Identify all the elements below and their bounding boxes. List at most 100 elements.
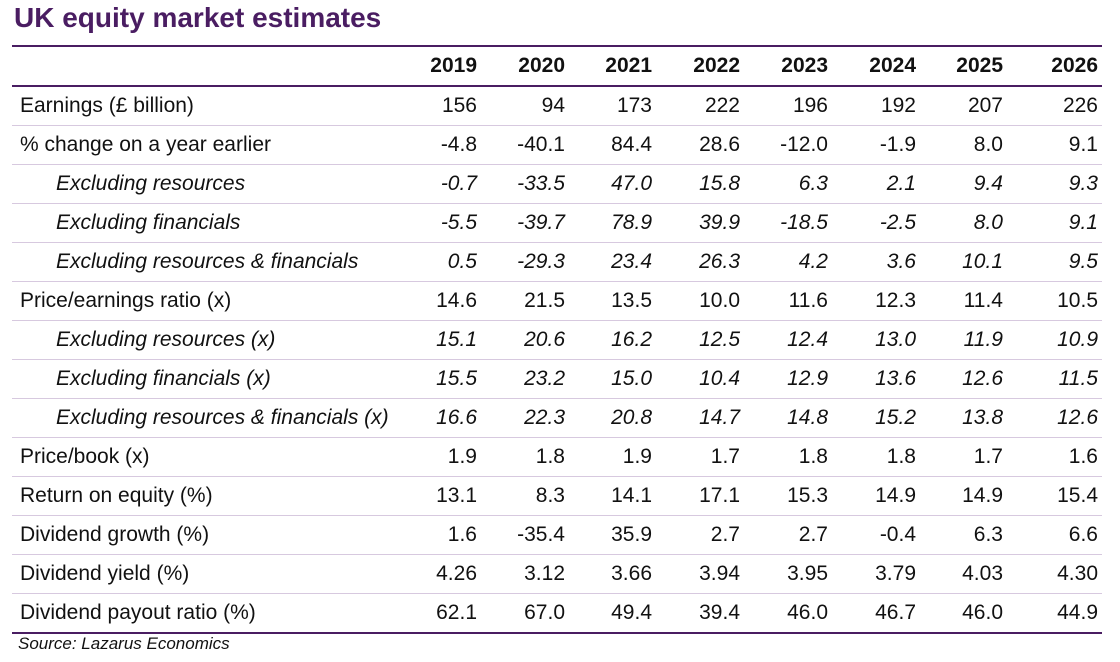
table-cell: 9.1 <box>1007 203 1102 243</box>
table-cell: 39.9 <box>656 203 744 243</box>
table-cell: 1.9 <box>397 437 481 477</box>
table-row: Earnings (£ billion) 156 94 173 222 196 192 207… <box>12 86 1102 126</box>
table-row: Return on equity (%) 13.1 8.3 14.1 17.1 15.3 1… <box>12 476 1102 516</box>
table-cell: 173 <box>569 86 656 126</box>
table-cell: 84.4 <box>569 125 656 165</box>
table-row: Excluding resources & financials (x) 16.6… <box>12 398 1102 438</box>
estimates-table: 2019 2020 2021 2022 2023 2024 2025 2026 … <box>12 47 1102 634</box>
header-row: 2019 2020 2021 2022 2023 2024 2025 2026 <box>12 47 1102 87</box>
row-label: Dividend growth (%) <box>12 515 397 555</box>
row-label: Return on equity (%) <box>12 476 397 516</box>
table-cell: 0.5 <box>397 242 481 282</box>
year-header: 2023 <box>744 47 832 87</box>
table-cell: 11.4 <box>920 281 1007 321</box>
table-cell: 1.8 <box>744 437 832 477</box>
table-cell: 17.1 <box>656 476 744 516</box>
table-cell: 49.4 <box>569 593 656 634</box>
table-cell: 4.2 <box>744 242 832 282</box>
table-cell: 22.3 <box>481 398 569 438</box>
table-cell: 21.5 <box>481 281 569 321</box>
table-row: Excluding financials (x) 15.5 23.2 15.0 10.4… <box>12 359 1102 399</box>
table-cell: 14.9 <box>920 476 1007 516</box>
table-cell: 3.79 <box>832 554 920 594</box>
table-cell: 46.7 <box>832 593 920 634</box>
table-cell: 1.7 <box>656 437 744 477</box>
table-cell: 11.6 <box>744 281 832 321</box>
table-cell: 46.0 <box>920 593 1007 634</box>
table-cell: 192 <box>832 86 920 126</box>
table-cell: 62.1 <box>397 593 481 634</box>
table-cell: 35.9 <box>569 515 656 555</box>
table-cell: -1.9 <box>832 125 920 165</box>
table-cell: 12.6 <box>920 359 1007 399</box>
table-cell: 20.6 <box>481 320 569 360</box>
table-cell: 14.8 <box>744 398 832 438</box>
table-cell: 12.9 <box>744 359 832 399</box>
table-cell: 13.6 <box>832 359 920 399</box>
header-corner <box>12 47 397 87</box>
table-cell: 78.9 <box>569 203 656 243</box>
row-label: Earnings (£ billion) <box>12 86 397 126</box>
table-cell: 44.9 <box>1007 593 1102 634</box>
table-cell: 47.0 <box>569 164 656 204</box>
table-row: Excluding resources (x) 15.1 20.6 16.2 12.5 1… <box>12 320 1102 360</box>
row-label: Excluding resources & financials <box>12 242 397 282</box>
table-cell: 14.7 <box>656 398 744 438</box>
table-row: Dividend growth (%) 1.6 -35.4 35.9 2.7 2.7 -0.… <box>12 515 1102 555</box>
table-cell: 2.7 <box>656 515 744 555</box>
table-body: Earnings (£ billion) 156 94 173 222 196 192 207… <box>12 86 1102 634</box>
table-cell: 4.03 <box>920 554 1007 594</box>
row-label: Excluding resources <box>12 164 397 204</box>
table-cell: 4.30 <box>1007 554 1102 594</box>
table-cell: 12.4 <box>744 320 832 360</box>
year-header: 2025 <box>920 47 1007 87</box>
table-cell: 6.6 <box>1007 515 1102 555</box>
table-cell: -2.5 <box>832 203 920 243</box>
table-cell: 10.0 <box>656 281 744 321</box>
table-cell: 2.1 <box>832 164 920 204</box>
table-cell: 10.9 <box>1007 320 1102 360</box>
year-header: 2026 <box>1007 47 1102 87</box>
table-cell: 6.3 <box>744 164 832 204</box>
table-cell: 1.6 <box>1007 437 1102 477</box>
year-header: 2021 <box>569 47 656 87</box>
table-cell: 226 <box>1007 86 1102 126</box>
table-cell: 23.2 <box>481 359 569 399</box>
row-label: Price/book (x) <box>12 437 397 477</box>
table-row: Dividend payout ratio (%) 62.1 67.0 49.4 39.… <box>12 593 1102 634</box>
table-cell: 13.1 <box>397 476 481 516</box>
table-cell: 46.0 <box>744 593 832 634</box>
row-label: Dividend yield (%) <box>12 554 397 594</box>
row-label: Excluding financials (x) <box>12 359 397 399</box>
table-cell: 8.0 <box>920 203 1007 243</box>
table-cell: 14.9 <box>832 476 920 516</box>
table-cell: 1.6 <box>397 515 481 555</box>
table-cell: 67.0 <box>481 593 569 634</box>
row-label: % change on a year earlier <box>12 125 397 165</box>
table-cell: 11.5 <box>1007 359 1102 399</box>
table-cell: -5.5 <box>397 203 481 243</box>
table-cell: -33.5 <box>481 164 569 204</box>
table-cell: 94 <box>481 86 569 126</box>
table-cell: 1.8 <box>832 437 920 477</box>
table-cell: 13.0 <box>832 320 920 360</box>
table-row: Price/book (x) 1.9 1.8 1.9 1.7 1.8 1.8 1.7 1.6 <box>12 437 1102 477</box>
table-row: Price/earnings ratio (x) 14.6 21.5 13.5 10.0… <box>12 281 1102 321</box>
table-cell: 15.8 <box>656 164 744 204</box>
table-cell: 9.5 <box>1007 242 1102 282</box>
table-cell: -12.0 <box>744 125 832 165</box>
table-cell: 12.6 <box>1007 398 1102 438</box>
table-cell: -0.7 <box>397 164 481 204</box>
table-cell: 11.9 <box>920 320 1007 360</box>
table-cell: 15.2 <box>832 398 920 438</box>
table-cell: -0.4 <box>832 515 920 555</box>
table-cell: 6.3 <box>920 515 1007 555</box>
table-cell: 8.3 <box>481 476 569 516</box>
row-label: Excluding resources & financials (x) <box>12 398 397 438</box>
table-row: Excluding resources & financials 0.5 -29.3… <box>12 242 1102 282</box>
row-label: Excluding resources (x) <box>12 320 397 360</box>
table-cell: 14.1 <box>569 476 656 516</box>
row-label: Dividend payout ratio (%) <box>12 593 397 634</box>
year-header: 2020 <box>481 47 569 87</box>
table-cell: 3.95 <box>744 554 832 594</box>
